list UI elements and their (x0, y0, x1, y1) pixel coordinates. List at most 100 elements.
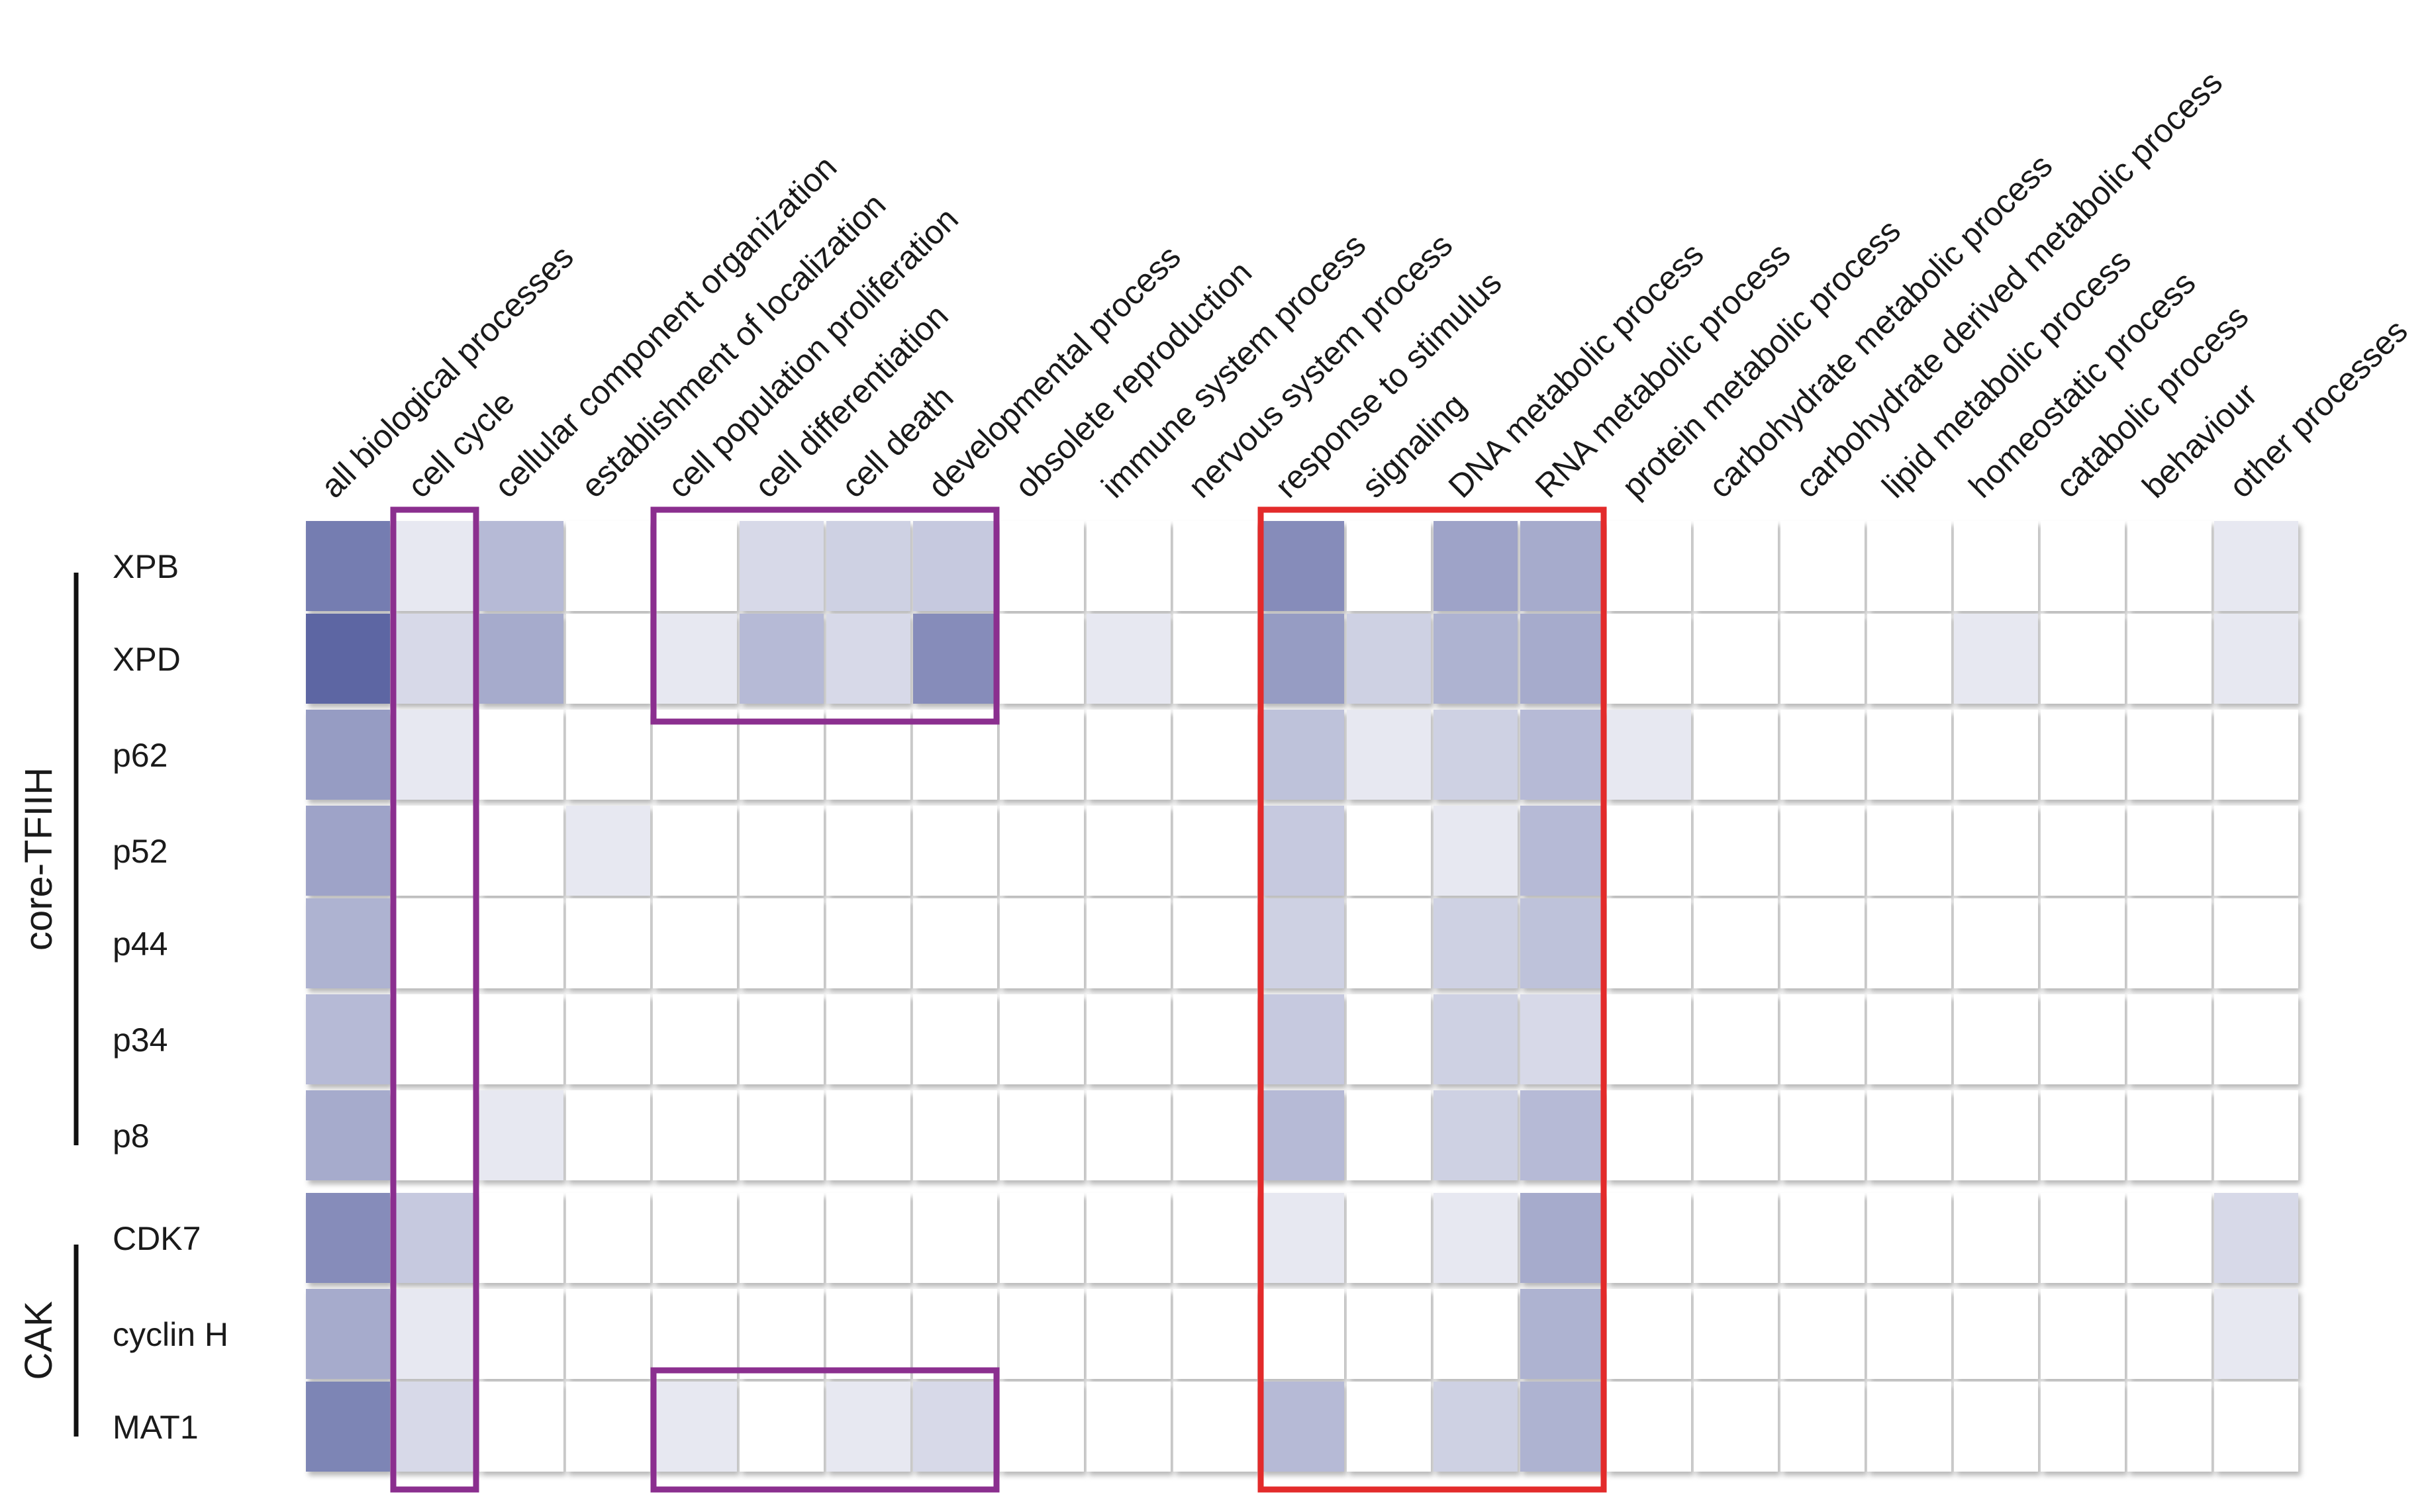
heatmap-cell-p62-immune-system-process (1087, 710, 1171, 800)
heatmap-cell-xpb-response-to-stimulus (1260, 521, 1344, 611)
heatmap-cell-p8-establishment-of-localization (566, 1090, 650, 1180)
heatmap-cell-p62-homeostatic-process (1954, 710, 2038, 800)
heatmap-cell-cyclin-h-dna-metabolic-process (1434, 1289, 1518, 1379)
heatmap-cell-p34-all-biological-processes (306, 994, 390, 1084)
heatmap-cell-p52-nervous-system-process (1173, 806, 1257, 896)
heatmap-cell-cyclin-h-carbohydrate-derived-metabolic-process (1780, 1289, 1865, 1379)
heatmap-cell-xpd-lipid-metabolic-process (1867, 614, 1951, 704)
heatmap-cell-cdk7-cellular-component-organization (479, 1193, 563, 1283)
heatmap-cell-p8-behaviour (2127, 1090, 2212, 1180)
heatmap-cell-p8-cellular-component-organization (479, 1090, 563, 1180)
heatmap-cell-xpb-establishment-of-localization (566, 521, 650, 611)
heatmap-cell-p8-carbohydrate-derived-metabolic-process (1780, 1090, 1865, 1180)
heatmap-cell-p8-cell-population-proliferation (653, 1090, 737, 1180)
heatmap-cell-cdk7-obsolete-reproduction (1000, 1193, 1084, 1283)
heatmap-cell-cyclin-h-rna-metabolic-process (1520, 1289, 1604, 1379)
heatmap-cell-p8-catabolic-process (2041, 1090, 2125, 1180)
heatmap-cell-cdk7-signaling (1347, 1193, 1431, 1283)
heatmap-cell-xpd-cell-population-proliferation (653, 614, 737, 704)
heatmap-cell-p34-signaling (1347, 994, 1431, 1084)
row-labels: XPB XPD p62 p52 p44 p34 p8 CDK7 cyclin H MAT1 (113, 548, 228, 1446)
heatmap-cell-p44-cellular-component-organization (479, 898, 563, 988)
heatmap-cell-p44-dna-metabolic-process (1434, 898, 1518, 988)
heatmap-cell-p8-cell-differentiation (740, 1090, 824, 1180)
heatmap-cell-p34-cell-death (826, 994, 910, 1084)
heatmap-cell-p44-cell-death (826, 898, 910, 988)
heatmap-cell-p44-homeostatic-process (1954, 898, 2038, 988)
heatmap-cell-xpb-obsolete-reproduction (1000, 521, 1084, 611)
heatmap-cell-p34-establishment-of-localization (566, 994, 650, 1084)
heatmap-cell-mat1-behaviour (2127, 1382, 2212, 1472)
heatmap-cell-cyclin-h-all-biological-processes (306, 1289, 390, 1379)
heatmap-cell-mat1-signaling (1347, 1382, 1431, 1472)
heatmap-cell-p62-cell-death (826, 710, 910, 800)
heatmap-cell-p62-other-processes (2214, 710, 2298, 800)
heatmap-cell-cdk7-carbohydrate-metabolic-process (1694, 1193, 1778, 1283)
heatmap-cell-p34-immune-system-process (1087, 994, 1171, 1084)
heatmap-cell-p52-establishment-of-localization (566, 806, 650, 896)
heatmap-cell-cdk7-behaviour (2127, 1193, 2212, 1283)
heatmap-cell-p8-cell-death (826, 1090, 910, 1180)
heatmap-cell-xpd-dna-metabolic-process (1434, 614, 1518, 704)
heatmap-cell-xpd-obsolete-reproduction (1000, 614, 1084, 704)
row-label-p8: p8 (113, 1117, 150, 1155)
highlight-box-2 (650, 506, 1000, 725)
heatmap-cell-p62-carbohydrate-metabolic-process (1694, 710, 1778, 800)
heatmap-cell-xpb-cellular-component-organization (479, 521, 563, 611)
heatmap-cell-p52-other-processes (2214, 806, 2298, 896)
heatmap-cell-p8-response-to-stimulus (1260, 1090, 1344, 1180)
heatmap-cell-p62-all-biological-processes (306, 710, 390, 800)
heatmap-cell-p34-developmental-process (913, 994, 997, 1084)
heatmap-cell-mat1-lipid-metabolic-process (1867, 1382, 1951, 1472)
heatmap-cell-p34-lipid-metabolic-process (1867, 994, 1951, 1084)
heatmap-cell-p62-developmental-process (913, 710, 997, 800)
heatmap-cell-p44-behaviour (2127, 898, 2212, 988)
heatmap-cell-cyclin-h-cellular-component-organization (479, 1289, 563, 1379)
heatmap-cell-cyclin-h-lipid-metabolic-process (1867, 1289, 1951, 1379)
heatmap-cell-cyclin-h-homeostatic-process (1954, 1289, 2038, 1379)
heatmap-cell-p52-cell-population-proliferation (653, 806, 737, 896)
heatmap-cell-cdk7-developmental-process (913, 1193, 997, 1283)
heatmap-cell-xpb-all-biological-processes (306, 521, 390, 611)
heatmap-cell-xpd-catabolic-process (2041, 614, 2125, 704)
heatmap-cell-p52-catabolic-process (2041, 806, 2125, 896)
row-label-p34: p34 (113, 1021, 168, 1059)
heatmap-cell-mat1-catabolic-process (2041, 1382, 2125, 1472)
heatmap-cell-p52-cell-death (826, 806, 910, 896)
heatmap-cell-cyclin-h-other-processes (2214, 1289, 2298, 1379)
heatmap-cell-p8-protein-metabolic-process (1607, 1090, 1691, 1180)
heatmap-cell-cyclin-h-carbohydrate-metabolic-process (1694, 1289, 1778, 1379)
heatmap-cell-xpb-carbohydrate-derived-metabolic-process (1780, 521, 1865, 611)
heatmap-cell-p62-catabolic-process (2041, 710, 2125, 800)
heatmap-cell-xpd-cell-death (826, 614, 910, 704)
heatmap-cell-xpd-signaling (1347, 614, 1431, 704)
heatmap-cell-p44-protein-metabolic-process (1607, 898, 1691, 988)
row-label-cyclin-h: cyclin H (113, 1316, 228, 1353)
heatmap-cell-mat1-cellular-component-organization (479, 1382, 563, 1472)
heatmap-cell-p62-response-to-stimulus (1260, 710, 1344, 800)
heatmap-cell-p44-developmental-process (913, 898, 997, 988)
heatmap-cell-cyclin-h-developmental-process (913, 1289, 997, 1379)
heatmap-cell-p8-developmental-process (913, 1090, 997, 1180)
heatmap-cell-cdk7-rna-metabolic-process (1520, 1193, 1604, 1283)
heatmap-cell-p52-carbohydrate-derived-metabolic-process (1780, 806, 1865, 896)
heatmap-cell-p34-protein-metabolic-process (1607, 994, 1691, 1084)
heatmap-cell-mat1-cell-population-proliferation (653, 1382, 737, 1472)
heatmap-cell-p34-carbohydrate-derived-metabolic-process (1780, 994, 1865, 1084)
heatmap-cell-p44-signaling (1347, 898, 1431, 988)
heatmap-cell-cdk7-homeostatic-process (1954, 1193, 2038, 1283)
heatmap-cell-cyclin-h-cell-population-proliferation (653, 1289, 737, 1379)
heatmap-cell-mat1-obsolete-reproduction (1000, 1382, 1084, 1472)
heatmap-cell-p44-all-biological-processes (306, 898, 390, 988)
heatmap-cell-p34-response-to-stimulus (1260, 994, 1344, 1084)
heatmap-cell-p8-nervous-system-process (1173, 1090, 1257, 1180)
heatmap-cell-cyclin-h-cell-cycle (393, 1289, 477, 1379)
heatmap-cell-cdk7-other-processes (2214, 1193, 2298, 1283)
heatmap-cell-p44-cell-differentiation (740, 898, 824, 988)
heatmap-cell-p62-nervous-system-process (1173, 710, 1257, 800)
heatmap-cell-p44-obsolete-reproduction (1000, 898, 1084, 988)
heatmap-cell-p52-cell-cycle (393, 806, 477, 896)
heatmap-cell-cyclin-h-behaviour (2127, 1289, 2212, 1379)
heatmap-cell-xpb-nervous-system-process (1173, 521, 1257, 611)
